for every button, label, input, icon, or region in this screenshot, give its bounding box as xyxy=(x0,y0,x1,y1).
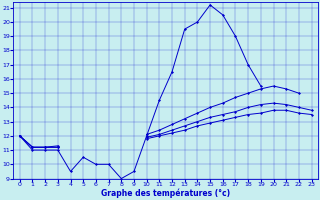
X-axis label: Graphe des températures (°c): Graphe des températures (°c) xyxy=(101,188,230,198)
